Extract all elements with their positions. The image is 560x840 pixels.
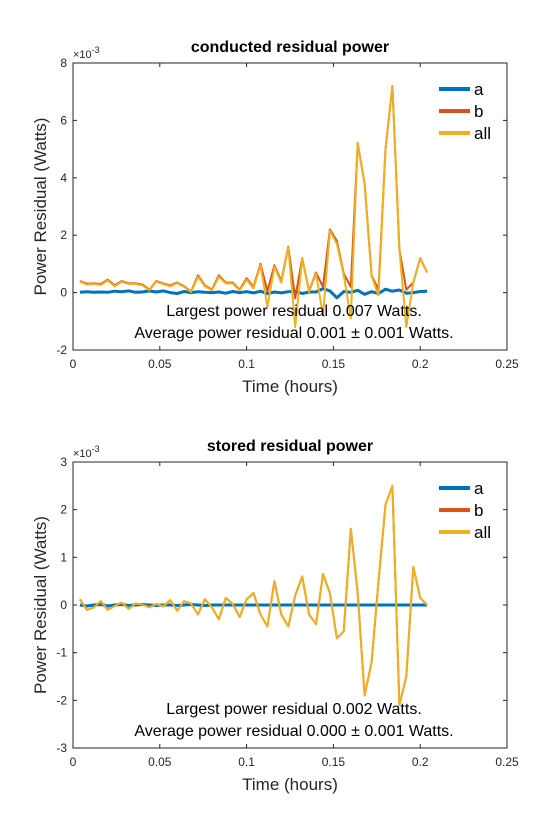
y-tick-label: 1	[60, 550, 67, 564]
legend-label-all: all	[474, 523, 491, 542]
x-axis-label: Time (hours)	[242, 377, 338, 396]
x-tick-label: 0.15	[322, 357, 346, 371]
chart-title: stored residual power	[207, 438, 373, 455]
legend-label-a: a	[474, 479, 484, 498]
y-tick-label: 8	[60, 56, 67, 70]
y-tick-label: 4	[60, 171, 67, 185]
x-tick-label: 0.2	[412, 755, 429, 769]
legend-label-b: b	[474, 102, 483, 121]
chart-title: conducted residual power	[191, 39, 389, 56]
y-tick-label: 0	[60, 286, 67, 300]
x-tick-label: 0.05	[148, 755, 172, 769]
y-tick-label: 3	[60, 455, 67, 469]
y-exponent-label: ×10-3	[73, 45, 100, 61]
y-axis-label: Power Residual (Watts)	[31, 516, 50, 694]
x-tick-label: 0.15	[322, 755, 346, 769]
x-tick-label: 0.2	[412, 357, 429, 371]
x-tick-label: 0	[70, 357, 77, 371]
y-tick-label: 2	[60, 228, 67, 242]
x-tick-label: 0.1	[238, 755, 255, 769]
y-exponent-label: ×10-3	[73, 444, 100, 460]
x-tick-label: 0	[70, 755, 77, 769]
legend-label-b: b	[474, 501, 483, 520]
legend-label-a: a	[474, 80, 484, 99]
y-axis-label: Power Residual (Watts)	[31, 118, 50, 296]
y-tick-label: -2	[56, 343, 67, 357]
annotation-1: Largest power residual 0.007 Watts.	[166, 303, 422, 320]
x-tick-label: 0.1	[238, 357, 255, 371]
x-tick-label: 0.25	[495, 755, 519, 769]
y-exponent-base: ×10	[73, 49, 92, 61]
y-tick-label: -2	[56, 693, 67, 707]
annotation-2: Average power residual 0.001 ± 0.001 Wat…	[134, 325, 453, 342]
y-tick-label: 6	[60, 113, 67, 127]
legend-label-all: all	[474, 124, 491, 143]
y-exponent-base: ×10	[73, 448, 92, 460]
y-tick-label: -3	[56, 741, 67, 755]
y-tick-label: 2	[60, 503, 67, 517]
x-tick-label: 0.25	[495, 357, 519, 371]
annotation-2: Average power residual 0.000 ± 0.001 Wat…	[134, 723, 453, 740]
x-tick-label: 0.05	[148, 357, 172, 371]
y-tick-label: 0	[60, 598, 67, 612]
y-exponent-power: -3	[92, 45, 100, 55]
x-axis-label: Time (hours)	[242, 775, 338, 794]
annotation-1: Largest power residual 0.002 Watts.	[166, 701, 422, 718]
y-exponent-power: -3	[92, 444, 100, 454]
y-tick-label: -1	[56, 646, 67, 660]
